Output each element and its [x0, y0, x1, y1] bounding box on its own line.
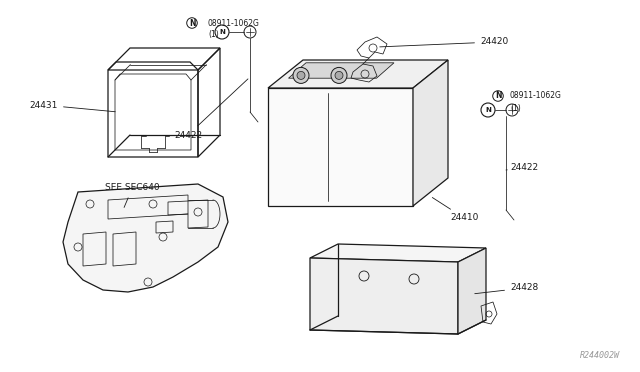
- Polygon shape: [268, 60, 448, 88]
- Text: N: N: [495, 92, 501, 100]
- Text: 24410: 24410: [433, 198, 478, 222]
- Polygon shape: [268, 88, 413, 206]
- Polygon shape: [108, 195, 188, 219]
- Text: 24428: 24428: [475, 283, 538, 294]
- Polygon shape: [413, 60, 448, 206]
- Circle shape: [331, 67, 347, 83]
- Circle shape: [215, 25, 229, 39]
- Circle shape: [335, 71, 343, 79]
- Text: SEE SEC640: SEE SEC640: [105, 183, 159, 208]
- Text: 24422: 24422: [506, 164, 538, 173]
- Text: 24422: 24422: [174, 79, 248, 140]
- Polygon shape: [310, 258, 458, 334]
- Text: N: N: [485, 107, 491, 113]
- Text: (1): (1): [208, 29, 219, 38]
- Polygon shape: [289, 63, 394, 78]
- Text: N: N: [189, 19, 195, 28]
- Text: N: N: [219, 29, 225, 35]
- Text: 08911-1062G: 08911-1062G: [208, 19, 260, 28]
- Circle shape: [481, 103, 495, 117]
- Text: 08911-1062G: 08911-1062G: [510, 92, 562, 100]
- Text: R244002W: R244002W: [580, 351, 620, 360]
- Polygon shape: [113, 232, 136, 266]
- Polygon shape: [458, 248, 486, 334]
- Circle shape: [297, 71, 305, 79]
- Polygon shape: [83, 232, 106, 266]
- Circle shape: [293, 67, 309, 83]
- Text: 24420: 24420: [380, 38, 508, 47]
- Polygon shape: [310, 244, 486, 262]
- Text: (1): (1): [510, 103, 521, 112]
- Text: 24431: 24431: [29, 100, 115, 112]
- Polygon shape: [63, 184, 228, 292]
